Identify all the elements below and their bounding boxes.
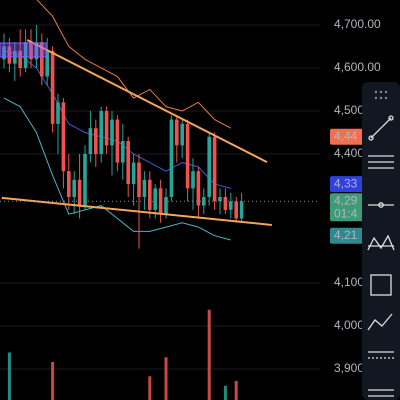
candle-body xyxy=(207,136,211,197)
candle-body xyxy=(104,110,109,146)
price-tag-label: 4,33 xyxy=(334,176,358,190)
candle-body xyxy=(142,179,147,197)
candle-body xyxy=(175,119,179,146)
candle-body xyxy=(223,196,228,210)
volume-bar xyxy=(207,309,211,400)
drag-handle xyxy=(374,90,388,100)
candle-body xyxy=(45,50,49,77)
pattern-tool[interactable] xyxy=(367,234,395,251)
band-line xyxy=(3,97,231,241)
y-tick-label: 4,700.00 xyxy=(334,17,381,31)
price-tag xyxy=(330,193,370,222)
candle-body xyxy=(191,171,195,189)
horizontal-line-tool[interactable] xyxy=(368,202,394,208)
candle-body xyxy=(196,171,201,206)
price-tag-label: 4,44 xyxy=(334,129,358,143)
price-tag-label: 4,21 xyxy=(334,228,358,242)
range-box xyxy=(0,42,47,58)
candle-body xyxy=(34,42,39,60)
shape-tool[interactable] xyxy=(370,274,392,296)
candle-body xyxy=(180,123,184,146)
candle-body xyxy=(40,42,44,77)
candle-body xyxy=(2,46,6,60)
price-tag-label: 4,29 xyxy=(334,193,358,207)
candle-body xyxy=(234,201,238,219)
trend-line xyxy=(26,39,268,164)
candle-body xyxy=(126,141,130,185)
candle-body xyxy=(148,179,152,210)
price-tag xyxy=(330,227,370,244)
candle-body xyxy=(110,119,114,146)
volume-bar xyxy=(234,381,238,400)
y-tick-label: 4,600.00 xyxy=(334,60,381,74)
candle-body xyxy=(229,201,233,210)
candle-body xyxy=(61,102,66,172)
measure-tool[interactable] xyxy=(368,351,394,359)
candle-body xyxy=(137,162,141,197)
candle-body xyxy=(56,102,60,124)
volume-bar xyxy=(164,357,168,400)
candle-body xyxy=(77,179,82,206)
candle-body xyxy=(131,162,136,185)
candle-body xyxy=(164,196,168,215)
candle-body xyxy=(67,171,71,197)
prediction-tool[interactable] xyxy=(367,313,393,331)
candle-body xyxy=(115,119,120,163)
countdown: 01:4 xyxy=(334,206,358,220)
candle-body xyxy=(239,201,244,219)
candle-body xyxy=(202,196,206,206)
candle-body xyxy=(169,119,174,197)
volume-bar xyxy=(7,352,11,400)
trend-line-tool[interactable] xyxy=(368,115,394,141)
candle-body xyxy=(23,42,28,68)
volume-bar xyxy=(148,376,152,400)
toolbar xyxy=(362,82,400,400)
candle-body xyxy=(88,128,93,154)
candle-body xyxy=(7,46,12,64)
price-tag xyxy=(330,176,370,193)
candle-body xyxy=(218,196,222,202)
candle-body xyxy=(94,128,98,154)
candle-body xyxy=(185,123,190,189)
candle-body xyxy=(212,136,217,202)
brush-tool[interactable] xyxy=(368,389,394,397)
candle-body xyxy=(83,153,87,206)
price-tag xyxy=(330,128,370,145)
volume-bar xyxy=(51,362,55,400)
candle-body xyxy=(72,179,76,197)
volume-bar xyxy=(223,385,227,400)
candle-body xyxy=(153,188,157,210)
band-line xyxy=(36,0,232,129)
candle-body xyxy=(29,42,33,60)
fib-tool[interactable] xyxy=(368,155,394,169)
trend-line xyxy=(1,196,272,226)
candle-body xyxy=(18,50,22,68)
candle-body xyxy=(121,141,125,163)
candle-body xyxy=(99,110,103,154)
plot xyxy=(0,0,320,400)
candle-body xyxy=(50,50,55,124)
